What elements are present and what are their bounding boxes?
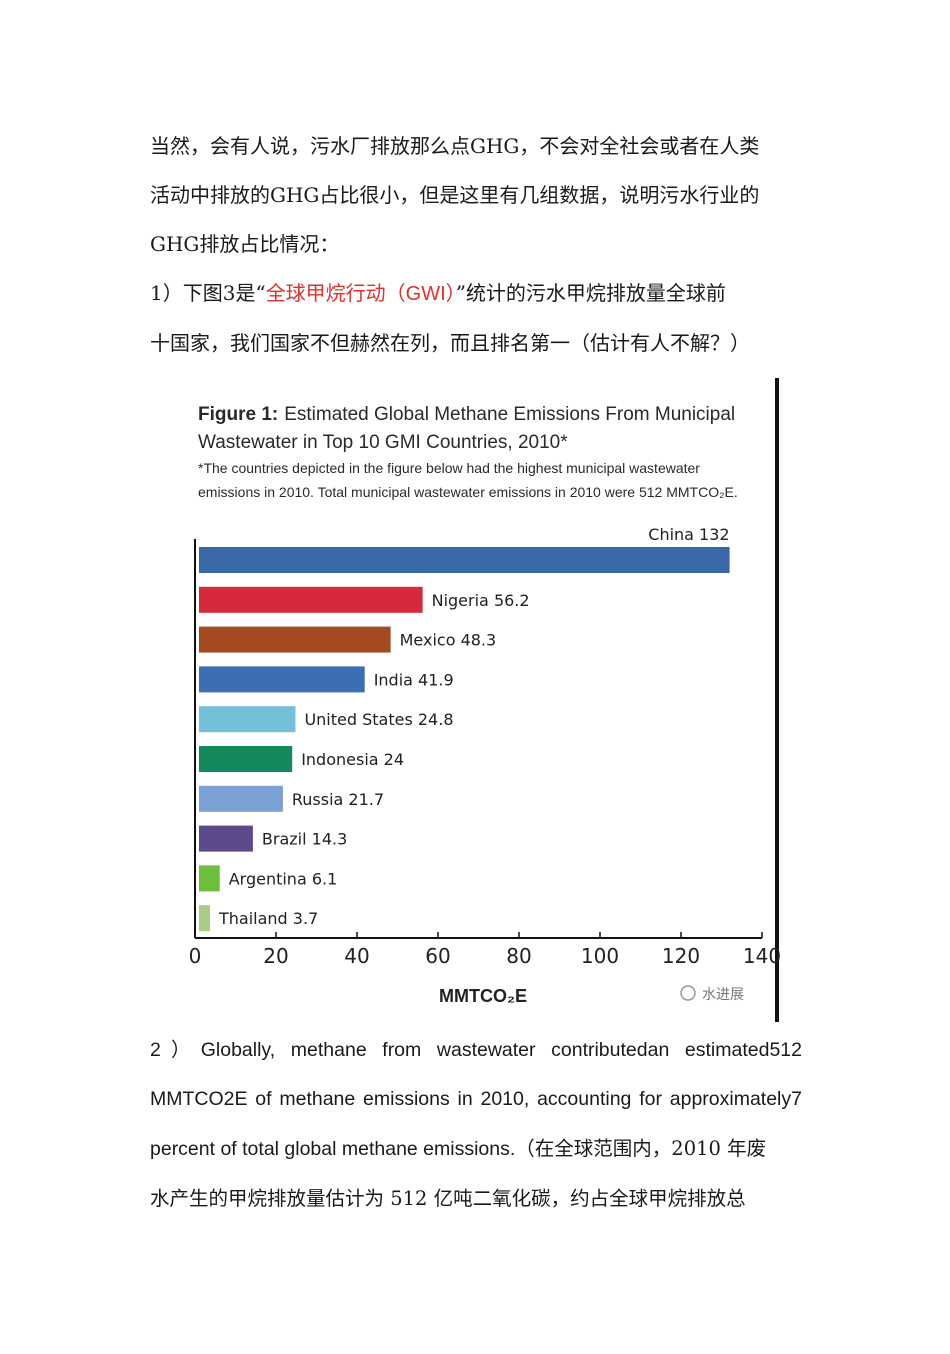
watermark-icon: [680, 985, 696, 1001]
x-tick-label-140: 140: [743, 944, 780, 968]
bar-label-nigeria: Nigeria 56.2: [432, 591, 530, 610]
gwi-highlight: 全球甲烷行动（GWI）: [265, 283, 456, 305]
figure-title: Figure 1: Estimated Global Methane Emissi…: [198, 404, 735, 425]
bar-label-united-states: United States 24.8: [304, 710, 453, 729]
bar-mexico: [199, 626, 391, 653]
point2-paragraph: 2）Globally, methane from wastewater cont…: [150, 1026, 802, 1223]
bar-label-india: India 41.9: [374, 670, 454, 689]
bar-india: [199, 666, 365, 693]
figure-note-line-1: *The countries depicted in the figure be…: [198, 460, 700, 476]
x-tick-label-40: 40: [344, 944, 369, 968]
figure-note-line-2: emissions in 2010. Total municipal waste…: [198, 484, 738, 500]
bar-brazil: [199, 825, 253, 852]
point2-line-1: 2）Globally, methane from wastewater cont…: [150, 1039, 802, 1061]
point1-line-2: 十国家，我们国家不但赫然在列，而且排名第一（估计有人不解？）: [150, 331, 750, 355]
bar-united-states: [199, 706, 296, 733]
axes-group: 0 20 40 60 80 100 120 140: [189, 539, 780, 968]
x-axis-title: MMTCO₂E: [439, 986, 527, 1006]
methane-emissions-figure: Figure 1: Estimated Global Methane Emissi…: [180, 376, 780, 1022]
bar-chart: Figure 1: Estimated Global Methane Emissi…: [189, 378, 780, 1022]
x-tick-label-0: 0: [189, 944, 202, 968]
intro-paragraph: 当然，会有人说，污水厂排放那么点GHG，不会对全社会或者在人类 活动中排放的GH…: [150, 122, 802, 368]
point2-line-3-en: percent of total global methane emission…: [150, 1138, 516, 1160]
point2-line-3-zh: （在全球范围内，2010 年废: [515, 1137, 767, 1160]
x-tick-label-20: 20: [263, 944, 288, 968]
point2-line-4: 水产生的甲烷排放量估计为 512 亿吨二氧化碳，约占全球甲烷排放总: [150, 1187, 746, 1210]
bar-thailand: [199, 905, 210, 932]
bar-label-argentina: Argentina 6.1: [229, 869, 338, 888]
watermark-text: 水进展: [702, 987, 744, 1003]
bars-group: China 132 Nigeria 56.2 Mexico 48.3 India 41…: [199, 525, 730, 932]
x-tick-label-100: 100: [581, 944, 619, 968]
bar-nigeria: [199, 586, 423, 613]
point1-line-1: 1）下图3是“全球甲烷行动（GWI）”统计的污水甲烷排放量全球前: [150, 269, 802, 319]
bar-argentina: [199, 865, 220, 892]
bar-label-china: China 132: [648, 525, 729, 544]
x-tick-label-60: 60: [425, 944, 450, 968]
point1-suffix: ”统计的污水甲烷排放量全球前: [455, 281, 726, 305]
bar-indonesia: [199, 746, 293, 772]
x-tick-label-80: 80: [506, 944, 531, 968]
figure-title-line-2: Wastewater in Top 10 GMI Countries, 2010…: [198, 432, 568, 453]
figure-title-rest: Estimated Global Methane Emissions From …: [284, 404, 735, 425]
point2-line-2: MMTCO2E of methane emissions in 2010, ac…: [150, 1088, 802, 1110]
intro-line-1: 当然，会有人说，污水厂排放那么点GHG，不会对全社会或者在人类: [150, 134, 760, 158]
bar-russia: [199, 785, 283, 812]
bar-label-thailand: Thailand 3.7: [218, 909, 318, 928]
point2-line-3: percent of total global methane emission…: [150, 1124, 802, 1174]
intro-line-2: 活动中排放的GHG占比很小，但是这里有几组数据，说明污水行业的: [150, 183, 760, 207]
intro-line-3: GHG排放占比情况：: [150, 232, 340, 256]
bar-label-brazil: Brazil 14.3: [262, 830, 347, 849]
bar-label-russia: Russia 21.7: [292, 790, 384, 809]
figure-title-bold: Figure 1:: [198, 404, 278, 425]
bar-label-indonesia: Indonesia 24: [301, 750, 404, 769]
point1-prefix: 1）下图3是“: [150, 281, 266, 305]
bar-china: [199, 547, 730, 573]
bar-label-mexico: Mexico 48.3: [400, 631, 497, 650]
x-tick-label-120: 120: [662, 944, 700, 968]
